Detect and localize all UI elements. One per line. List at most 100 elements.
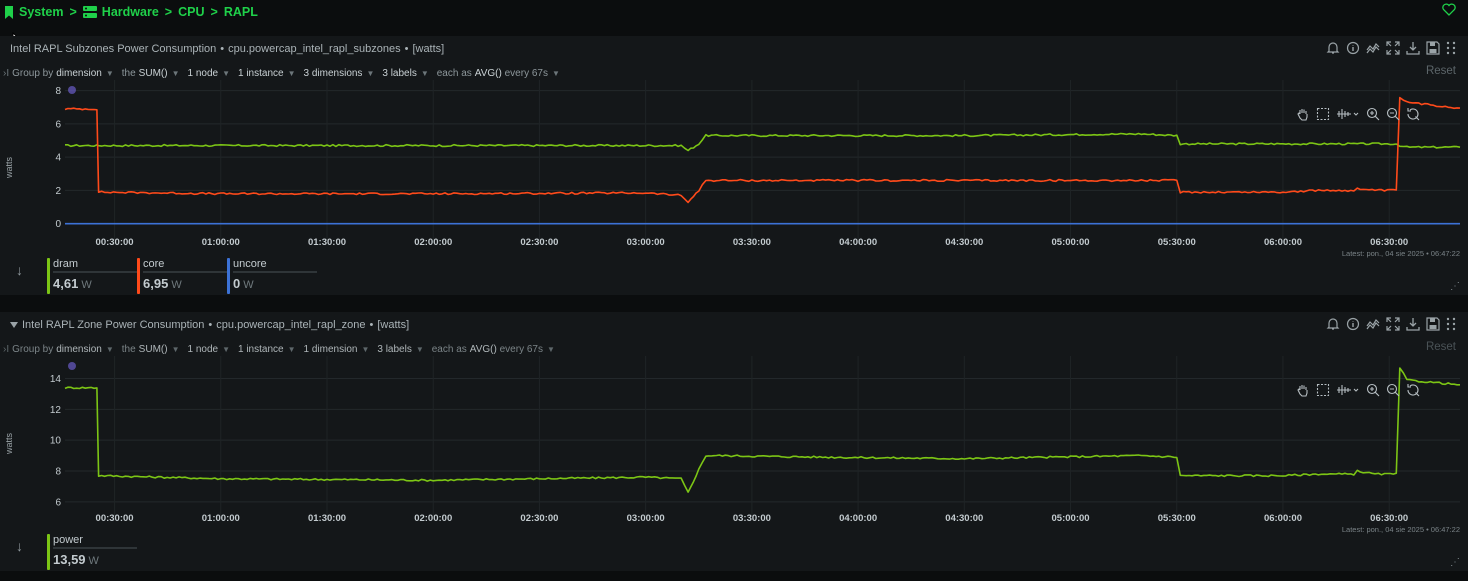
time-aggregation-filter[interactable]: each as AVG() every 67s ▼ [431,343,555,355]
breadcrumb-hardware[interactable]: Hardware [101,5,159,19]
filter-bar: ›I Group by dimension ▼ the SUM() ▼ 1 node ▼ 1… [3,66,568,80]
legend-value: 6,95 W [143,276,182,291]
plot-area [65,356,1460,516]
resize-grip-icon[interactable]: ⋰ [1450,557,1460,568]
dimensions-filter[interactable]: 3 dimensions ▼ [303,67,375,79]
chart-context: cpu.powercap_intel_rapl_subzones [228,43,401,55]
zoom-reset-icon[interactable] [1406,383,1420,397]
legend-color-swatch [137,258,140,294]
labels-filter[interactable]: 3 labels ▼ [377,343,424,355]
resize-grip-icon[interactable]: ⋰ [1450,281,1460,292]
collapse-icon[interactable] [10,321,18,329]
labels-filter[interactable]: 3 labels ▼ [382,67,429,79]
x-tick-label: 01:00:00 [202,513,240,524]
x-tick-label: 00:30:00 [96,513,134,524]
chart-plot-subzones[interactable]: 0 2 4 6 8 00:30:00 01:00:00 01:30:00 02:00:00 02:… [0,36,1468,251]
fullscreen-icon[interactable] [1386,317,1400,331]
x-tick-label: 05:30:00 [1158,237,1196,248]
breadcrumb-separator: > [210,5,218,19]
x-tick-label: 04:30:00 [945,513,983,524]
legend-value: 13,59 W [53,552,99,567]
anomaly-marker-icon [68,362,76,370]
download-icon[interactable] [1406,317,1420,331]
pan-hand-icon[interactable] [1296,383,1310,397]
instances-filter[interactable]: 1 instance ▼ [238,343,296,355]
info-icon[interactable] [1346,317,1360,331]
bookmark-icon [5,5,13,19]
series-line-dram [65,132,1461,152]
save-icon[interactable] [1426,317,1440,331]
legend-color-swatch [47,534,50,570]
chart-units: [watts] [377,319,410,331]
breadcrumb: System > Hardware > CPU > RAPL [4,2,258,22]
x-tick-label: 06:30:00 [1370,513,1408,524]
legend-color-swatch [227,258,230,294]
x-tick-label: 04:30:00 [945,237,983,248]
plot-area [65,80,1460,240]
breadcrumb-rapl[interactable]: RAPL [223,5,258,19]
correlate-icon[interactable] [1336,383,1360,397]
breadcrumb-separator: > [164,5,173,19]
download-icon[interactable] [1406,41,1420,55]
aggregation-filter[interactable]: the SUM() ▼ [121,67,180,79]
select-area-icon[interactable] [1316,107,1330,121]
alert-bell-icon[interactable] [1326,317,1340,331]
correlate-icon[interactable] [1336,107,1360,121]
save-icon[interactable] [1426,41,1440,55]
instances-filter[interactable]: 1 instance ▼ [238,67,296,79]
chart-type-icon[interactable] [1366,41,1380,55]
select-area-icon[interactable] [1316,383,1330,397]
x-tick-label: 01:30:00 [308,237,346,248]
legend-color-swatch [47,258,50,294]
chart-plot-zone[interactable]: 6 8 10 12 14 00:30:00 01:00:00 01:30:00 02:00:00… [0,312,1468,527]
zoom-out-icon[interactable] [1386,383,1400,397]
alert-bell-icon[interactable] [1326,41,1340,55]
time-aggregation-filter[interactable]: each as AVG() every 67s ▼ [436,67,560,79]
legend-toggle-arrow-icon[interactable]: ↓ [16,538,23,554]
pan-hand-icon[interactable] [1296,107,1310,121]
breadcrumb-system[interactable]: System [19,5,64,19]
chart-title: Intel RAPL Zone Power Consumption • cpu.… [10,318,409,332]
x-tick-label: 03:30:00 [733,237,771,248]
x-tick-label: 01:00:00 [202,237,240,248]
x-tick-label: 02:00:00 [414,237,452,248]
zoom-out-icon[interactable] [1386,107,1400,121]
x-tick-label: 03:00:00 [627,513,665,524]
reset-button[interactable]: Reset [1425,341,1456,353]
chart-title-text: Intel RAPL Subzones Power Consumption [10,43,217,55]
group-by-filter[interactable]: ›I Group by dimension ▼ [3,67,114,79]
chart-title: Intel RAPL Subzones Power Consumption • … [10,43,445,55]
dimensions-filter[interactable]: 1 dimension ▼ [303,343,370,355]
chart-type-icon[interactable] [1366,317,1380,331]
chart-tools [1296,383,1420,397]
drag-handle-icon[interactable] [1446,41,1456,55]
anomaly-marker-icon [68,86,76,94]
heart-icon[interactable] [1442,3,1456,16]
group-by-filter[interactable]: ›I Group by dimension ▼ [3,343,114,355]
chart-tools [1296,107,1420,121]
aggregation-filter[interactable]: the SUM() ▼ [121,343,180,355]
x-tick-label: 03:00:00 [627,237,665,248]
drag-handle-icon[interactable] [1446,317,1456,331]
nodes-filter[interactable]: 1 node ▼ [187,343,230,355]
reset-button[interactable]: Reset [1425,65,1456,77]
x-tick-label: 01:30:00 [308,513,346,524]
zoom-in-icon[interactable] [1366,383,1380,397]
x-tick-label: 04:00:00 [839,513,877,524]
legend-toggle-arrow-icon[interactable]: ↓ [16,262,23,278]
y-tick-label: 6 [55,497,61,508]
breadcrumb-cpu[interactable]: CPU [178,5,205,19]
x-tick-label: 02:30:00 [520,513,558,524]
legend-name: power [53,534,137,549]
nodes-filter[interactable]: 1 node ▼ [187,67,230,79]
x-tick-label: 02:00:00 [414,513,452,524]
fullscreen-icon[interactable] [1386,41,1400,55]
zoom-reset-icon[interactable] [1406,107,1420,121]
chart-context: cpu.powercap_intel_rapl_zone [216,319,366,331]
info-icon[interactable] [1346,41,1360,55]
x-tick-label: 02:30:00 [520,237,558,248]
y-tick-label: 4 [55,153,61,164]
legend-name: uncore [233,258,317,273]
legend-value: 4,61 W [53,276,92,291]
zoom-in-icon[interactable] [1366,107,1380,121]
